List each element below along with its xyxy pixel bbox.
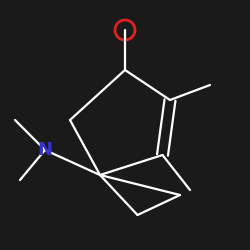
Text: N: N xyxy=(38,141,52,159)
